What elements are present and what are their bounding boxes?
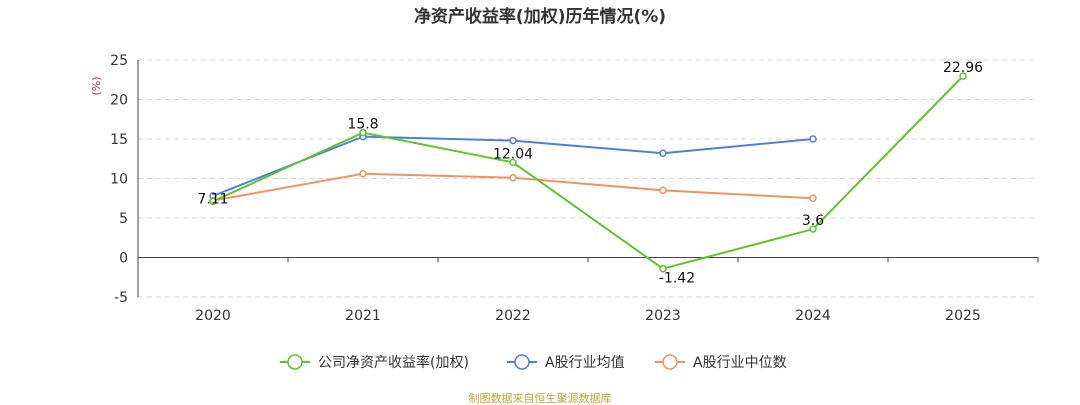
data-point-2: [509, 173, 517, 182]
data-point-1: [509, 136, 517, 145]
data-point-0: [959, 72, 967, 80]
data-label: 15.8: [347, 117, 378, 133]
data-point-0: [209, 197, 217, 206]
x-tick-label: 2021: [345, 308, 381, 324]
legend-label: A股行业均值: [545, 355, 625, 371]
data-label: 22.96: [943, 60, 983, 76]
data-point-1: [659, 149, 667, 157]
y-tick-label: 15: [110, 132, 128, 148]
grid-lines: [138, 59, 1038, 298]
x-tick-label: 2023: [645, 308, 681, 324]
y-axis-unit-label: (%): [90, 76, 103, 95]
legend-item-1: A股行业均值: [507, 354, 625, 371]
legend-label: A股行业中位数: [693, 355, 787, 371]
y-tick-label: 25: [110, 53, 128, 69]
legend-marker: [662, 354, 678, 370]
data-point-2: [359, 170, 367, 178]
y-tick-label: 20: [110, 93, 128, 109]
series-lines: [209, 72, 967, 273]
legend-item-2: A股行业中位数: [655, 354, 787, 371]
data-source-note: 制图数据来自恒生聚源数据库: [469, 391, 612, 405]
x-tick-label: 2022: [495, 308, 531, 324]
chart-title: 净资产收益率(加权)历年情况(%): [414, 6, 666, 27]
y-tick-label: 0: [119, 251, 128, 267]
x-tick-label: 2024: [795, 308, 831, 324]
x-tick-label: 2020: [195, 308, 231, 324]
data-label: 12.04: [493, 146, 533, 162]
data-point-0: [359, 128, 367, 137]
y-tick-label: -5: [114, 290, 128, 306]
data-point-0: [659, 264, 667, 273]
data-point-0: [809, 225, 817, 233]
legend-marker: [287, 354, 303, 370]
legend: 公司净资产收益率(加权) A股行业均值 A股行业中位数: [280, 354, 787, 371]
y-tick-label: 10: [110, 172, 128, 188]
series-line-0: [212, 75, 964, 270]
y-tick-labels: -5 0 5 10 15 20 25: [110, 53, 128, 306]
data-label: 3.6: [802, 213, 824, 229]
legend-marker: [514, 354, 530, 370]
x-tick-labels: 2020 2021 2022 2023 2024 2025: [195, 308, 981, 324]
axes: [137, 60, 1039, 297]
data-point-2: [659, 186, 667, 195]
data-label: 7.11: [197, 191, 228, 207]
legend-item-0: 公司净资产收益率(加权): [280, 354, 469, 371]
y-tick-label: 5: [119, 211, 128, 227]
data-point-1: [809, 135, 817, 143]
x-tick-label: 2025: [945, 308, 981, 324]
data-label: -1.42: [659, 271, 695, 287]
data-point-0: [509, 158, 517, 167]
legend-label: 公司净资产收益率(加权): [318, 354, 469, 371]
data-point-2: [809, 194, 817, 202]
data-labels: 7.11 15.8 12.04 -1.42 3.6 22.96: [197, 60, 983, 287]
